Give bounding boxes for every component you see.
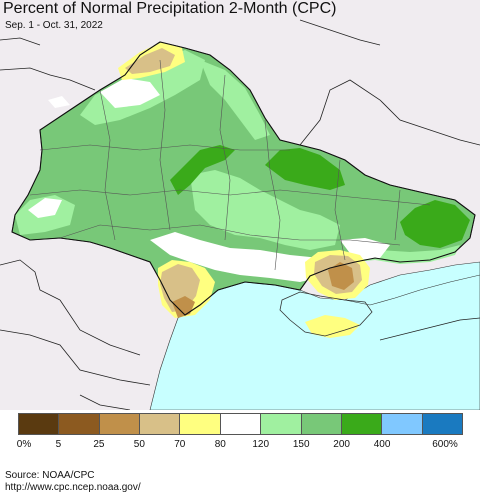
- legend-swatch: [220, 414, 262, 434]
- yellow-crimea: [305, 315, 360, 338]
- legend-tick-label: 150: [292, 439, 310, 450]
- legend-swatch: [180, 414, 221, 434]
- legend-tick-label: 0%: [16, 439, 32, 450]
- white-north: [100, 78, 160, 108]
- ukraine-border: [11, 41, 476, 316]
- legend-swatch: [59, 414, 100, 434]
- legend-swatch: [341, 414, 383, 434]
- tan-north: [125, 48, 175, 74]
- white-south-central: [150, 232, 345, 282]
- precipitation-map: [0, 0, 480, 410]
- legend-swatch: [422, 414, 462, 434]
- legend-tick-label: 50: [133, 439, 145, 450]
- legend-tick-label: 400: [373, 439, 391, 450]
- legend-tick-label: 600%: [432, 439, 458, 450]
- oblast-boundaries: [29, 59, 431, 271]
- source-line-1: Source: NOAA/CPC: [5, 470, 95, 481]
- source-url: http://www.cpc.ncep.noaa.gov/: [5, 482, 141, 493]
- legend-tick-label: 120: [252, 439, 270, 450]
- light-green-central: [190, 170, 340, 250]
- legend-tick-label: 70: [174, 439, 186, 450]
- map-subtitle: Sep. 1 - Oct. 31, 2022: [5, 20, 103, 31]
- sea-of-azov: [344, 261, 480, 306]
- legend-swatch: [140, 414, 181, 434]
- legend-colorbar: [18, 413, 463, 435]
- legend-swatch: [382, 414, 423, 434]
- legend-swatch: [99, 414, 141, 434]
- dark-green-center: [170, 145, 235, 195]
- map-title: Percent of Normal Precipitation 2-Month …: [3, 0, 337, 17]
- legend-swatch: [19, 414, 60, 434]
- legend-tick-label: 5: [55, 439, 62, 450]
- legend-tick-label: 25: [93, 439, 105, 450]
- legend-tick-label: 80: [214, 439, 226, 450]
- dark-green-east: [400, 200, 470, 248]
- legend-swatch: [301, 414, 342, 434]
- country-borders: [0, 19, 480, 410]
- white-northwest: [48, 96, 70, 108]
- brown-zaporizhzhia: [328, 262, 354, 290]
- legend-tick-label: 200: [333, 439, 350, 450]
- dark-green-northeast: [265, 148, 345, 190]
- legend-ticks: 0% 5 25 50 70 80 120 150 200 400 600%: [0, 439, 480, 453]
- light-green-northeast: [200, 60, 270, 140]
- white-west-a: [28, 198, 62, 218]
- legend-swatch: [261, 414, 302, 434]
- crimea: [279, 291, 373, 337]
